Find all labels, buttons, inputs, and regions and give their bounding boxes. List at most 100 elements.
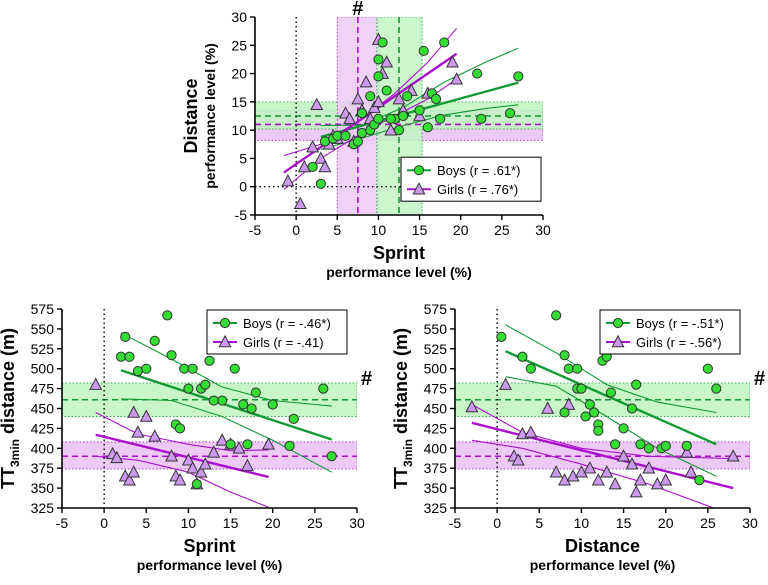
y-axis-title: Distance	[181, 78, 201, 153]
x-tick-label: 5	[535, 515, 543, 531]
x-tick-label: 10	[181, 515, 197, 531]
y-tick-label: 525	[31, 341, 55, 357]
boys-data-point	[284, 440, 295, 452]
y-tick-label: 325	[31, 500, 55, 516]
x-axis-subtitle: performance level (%)	[137, 557, 283, 573]
x-tick-label: -5	[249, 222, 262, 238]
boys-data-point	[115, 351, 127, 362]
x-tick-label: 15	[412, 222, 428, 238]
girls-data-point	[318, 159, 332, 173]
boys-data-point	[694, 475, 705, 486]
significance-marker: #	[754, 368, 765, 390]
legend-girls-label: Girls (r = .76*)	[437, 182, 518, 197]
x-tick-label: 10	[574, 515, 590, 531]
girls-data-point	[642, 461, 656, 474]
boys-data-point	[496, 331, 507, 342]
y-tick-label: 400	[424, 440, 448, 456]
girls-data-point	[351, 91, 365, 105]
boys-data-point	[352, 136, 363, 147]
boys-data-point	[204, 355, 215, 366]
x-axis-subtitle: performance level (%)	[326, 264, 472, 280]
girls-data-point	[207, 445, 221, 458]
boys-data-point	[588, 407, 600, 418]
boys-data-point	[377, 37, 388, 48]
boys-data-point	[120, 331, 131, 342]
boys-ci-upper	[505, 324, 717, 414]
girls-data-point	[549, 465, 563, 478]
boys-data-point	[183, 383, 194, 394]
girls-data-point	[131, 425, 145, 438]
boys-data-point	[610, 439, 621, 450]
boys-data-point	[525, 363, 536, 374]
x-tick-label: 25	[700, 515, 716, 531]
boys-data-point	[711, 383, 722, 394]
boys-data-point	[580, 411, 591, 422]
y-tick-label: -5	[235, 207, 248, 223]
boys-data-point	[141, 363, 152, 374]
boys-data-point	[393, 125, 405, 136]
boys-data-point	[229, 363, 240, 374]
boys-data-point	[702, 363, 713, 374]
x-axis-subtitle: performance level (%)	[530, 557, 676, 573]
girls-data-point	[306, 140, 320, 153]
legend-girls-marker	[412, 182, 426, 195]
boys-data-point	[430, 93, 442, 105]
boys-data-point	[660, 440, 671, 452]
boys-data-point	[315, 178, 326, 189]
girls-data-point	[198, 457, 212, 470]
boys-data-point	[472, 68, 483, 79]
boys-data-point	[238, 399, 249, 410]
boys-data-point	[187, 363, 198, 374]
girls-data-point	[659, 473, 673, 486]
x-tick-label: -5	[449, 515, 462, 531]
y-title-main: TT	[0, 467, 18, 489]
girls-data-point	[122, 473, 136, 486]
y-tick-label: 500	[424, 361, 448, 377]
girls-data-point	[465, 399, 479, 413]
girls-data-point	[148, 429, 162, 442]
significance-marker: #	[361, 368, 372, 390]
x-tick-label: 0	[292, 222, 300, 238]
girls-data-point	[310, 97, 324, 110]
girls-data-point	[600, 465, 614, 478]
boys-data-point	[340, 130, 351, 141]
x-tick-label: 0	[100, 515, 108, 531]
y-tick-label: 575	[424, 301, 448, 317]
girls-data-point	[445, 55, 460, 68]
girls-data-point	[591, 473, 605, 486]
girls-data-point	[629, 485, 643, 498]
boys-data-point	[559, 407, 570, 418]
y-tick-label: 425	[31, 420, 55, 436]
girls-data-point	[165, 449, 179, 462]
y-tick-label: 25	[231, 37, 247, 53]
girls-data-point	[566, 469, 580, 482]
boys-data-point	[174, 423, 186, 434]
x-tick-label: 30	[742, 515, 758, 531]
x-tick-label: 25	[494, 222, 510, 238]
x-tick-label: 5	[142, 515, 150, 531]
significance-marker: #	[352, 0, 363, 20]
girls-data-point	[450, 72, 464, 85]
legend-boys-label: Boys (r = .61*)	[437, 163, 520, 178]
girls-data-point	[297, 159, 311, 173]
boys-data-point	[326, 451, 337, 462]
y-tick-label: 375	[424, 460, 448, 476]
boys-data-point	[504, 108, 516, 119]
boys-data-point	[605, 387, 617, 398]
girls-data-point	[574, 465, 588, 478]
boys-data-point	[373, 113, 384, 124]
boys-data-point	[593, 425, 604, 436]
girls-data-point	[281, 173, 295, 187]
boys-ci-lower	[120, 398, 332, 473]
y-axis-title: TT3min distance (m)	[0, 328, 22, 489]
legend-boys-marker	[219, 317, 231, 329]
boys-data-point	[373, 54, 384, 65]
boys-data-point	[242, 439, 253, 450]
girls-ci-upper	[471, 404, 734, 460]
x-tick-label: 10	[371, 222, 387, 238]
boys-data-point	[381, 85, 392, 96]
x-tick-label: 30	[535, 222, 551, 238]
boys-data-point	[132, 365, 143, 377]
x-axis-title: Sprint	[184, 536, 236, 556]
legend-boys-label: Boys (r = -.51*)	[636, 316, 724, 331]
